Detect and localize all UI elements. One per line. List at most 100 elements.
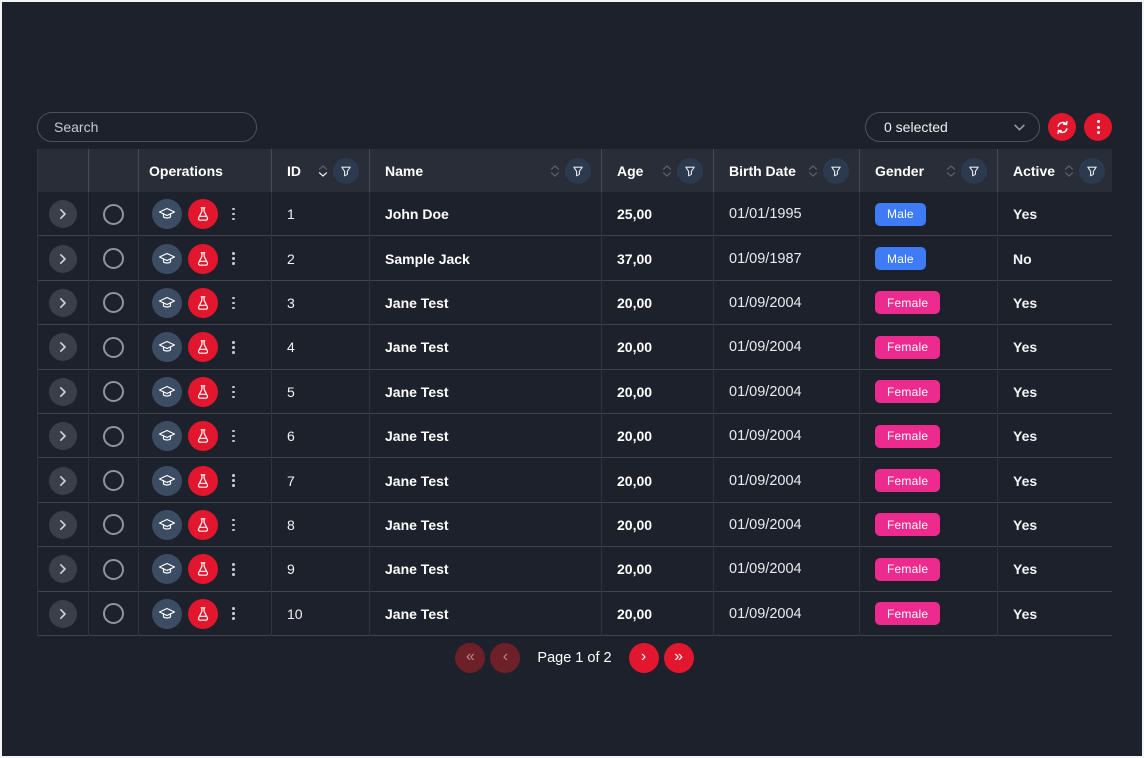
column-header-gender[interactable]: Gender — [860, 149, 998, 192]
filter-icon-button[interactable] — [333, 157, 359, 184]
flask-action-button[interactable] — [188, 376, 218, 407]
row-select-radio[interactable] — [103, 558, 124, 580]
cell-id: 4 — [272, 325, 370, 370]
table-row: 6 Jane Test 20,00 01/09/2004 Female Yes — [38, 413, 1112, 459]
education-action-button[interactable] — [152, 332, 182, 363]
sort-icon[interactable] — [945, 163, 957, 179]
next-page-button[interactable]: › — [628, 642, 659, 673]
expand-row-button[interactable] — [49, 599, 77, 628]
expand-row-button[interactable] — [49, 200, 77, 229]
sort-icon[interactable] — [317, 163, 329, 179]
row-more-options-button[interactable] — [224, 557, 243, 582]
expand-row-button[interactable] — [49, 555, 77, 584]
flask-action-button[interactable] — [188, 332, 218, 363]
row-more-options-button[interactable] — [224, 380, 243, 405]
filter-icon-button[interactable] — [565, 157, 591, 184]
expand-row-button[interactable] — [49, 288, 77, 317]
flask-icon — [197, 384, 209, 399]
column-header-id[interactable]: ID — [272, 149, 370, 192]
expand-row-button[interactable] — [49, 510, 77, 539]
education-action-button[interactable] — [152, 598, 182, 629]
sort-icon[interactable] — [807, 163, 819, 179]
education-action-button[interactable] — [152, 199, 182, 230]
expand-row-button[interactable] — [49, 377, 77, 406]
expand-row-button[interactable] — [49, 422, 77, 451]
filter-icon-button[interactable] — [677, 157, 703, 184]
flask-action-button[interactable] — [188, 243, 218, 274]
row-select-radio[interactable] — [103, 248, 124, 270]
row-select-radio[interactable] — [103, 514, 124, 536]
flask-action-button[interactable] — [188, 598, 218, 629]
previous-page-button[interactable]: ‹ — [490, 642, 521, 673]
cell-birth-date: 01/09/2004 — [714, 280, 860, 326]
education-action-button[interactable] — [152, 509, 182, 540]
cell-operations — [139, 369, 272, 414]
row-more-options-button[interactable] — [224, 513, 243, 538]
cell-expand — [38, 458, 89, 503]
column-header-name[interactable]: Name — [370, 149, 602, 192]
cell-age: 20,00 — [602, 413, 714, 459]
selection-dropdown[interactable]: 0 selected — [865, 112, 1040, 142]
flask-action-button[interactable] — [188, 421, 218, 452]
flask-action-button[interactable] — [188, 287, 218, 318]
education-action-button[interactable] — [152, 421, 182, 452]
row-select-radio[interactable] — [103, 292, 124, 314]
expand-row-button[interactable] — [49, 244, 77, 273]
education-action-button[interactable] — [152, 243, 182, 274]
refresh-button[interactable] — [1048, 113, 1076, 141]
cell-active: Yes — [1013, 383, 1038, 400]
filter-icon-button[interactable] — [1079, 157, 1106, 184]
cell-name: Jane Test — [370, 458, 602, 503]
row-select-radio[interactable] — [103, 470, 124, 492]
row-more-options-button[interactable] — [224, 246, 243, 271]
first-page-icon: « — [465, 647, 475, 665]
row-more-options-button[interactable] — [224, 601, 243, 626]
chevron-right-icon — [60, 297, 66, 308]
flask-action-button[interactable] — [188, 554, 218, 585]
row-more-options-button[interactable] — [224, 335, 243, 360]
flask-action-button[interactable] — [188, 509, 218, 540]
row-select-radio[interactable] — [103, 381, 124, 403]
column-label: Active — [1013, 162, 1056, 179]
cell-birth-date: 01/09/2004 — [714, 502, 860, 548]
column-header-active[interactable]: Active — [998, 149, 1112, 192]
last-page-icon: » — [674, 647, 684, 665]
column-label: Birth Date — [729, 162, 796, 179]
row-more-options-button[interactable] — [224, 468, 243, 493]
cell-operations — [139, 458, 272, 503]
filter-icon-button[interactable] — [961, 157, 987, 184]
column-header-birth-date[interactable]: Birth Date — [714, 149, 860, 192]
flask-action-button[interactable] — [188, 199, 218, 230]
menu-button[interactable] — [1084, 113, 1112, 141]
expand-row-button[interactable] — [49, 333, 77, 362]
last-page-button[interactable]: » — [663, 642, 694, 673]
education-action-button[interactable] — [152, 554, 182, 585]
row-select-radio[interactable] — [103, 336, 124, 358]
row-more-options-button[interactable] — [224, 424, 243, 449]
row-select-radio[interactable] — [103, 603, 124, 625]
sort-icon[interactable] — [1063, 163, 1075, 179]
expand-row-button[interactable] — [49, 466, 77, 495]
main-content: 0 selected — [37, 112, 1112, 673]
flask-action-button[interactable] — [188, 465, 218, 496]
row-select-radio[interactable] — [103, 203, 124, 225]
cell-name: Jane Test — [370, 280, 602, 326]
filter-icon — [685, 166, 695, 176]
education-action-button[interactable] — [152, 287, 182, 318]
cell-birth-date: 01/09/2004 — [714, 547, 860, 592]
search-input[interactable] — [54, 119, 240, 135]
first-page-button[interactable]: « — [455, 642, 486, 673]
education-action-button[interactable] — [152, 465, 182, 496]
refresh-icon — [1055, 120, 1070, 135]
column-header-age[interactable]: Age — [602, 149, 714, 192]
filter-icon-button[interactable] — [823, 157, 849, 184]
education-action-button[interactable] — [152, 376, 182, 407]
row-more-options-button[interactable] — [224, 291, 243, 316]
cell-gender: Female — [860, 547, 998, 592]
sort-icon[interactable] — [549, 163, 561, 179]
row-more-options-button[interactable] — [224, 202, 243, 227]
cell-active: Yes — [1013, 561, 1038, 578]
sort-icon[interactable] — [661, 163, 673, 179]
row-select-radio[interactable] — [103, 425, 124, 447]
cell-operations — [139, 413, 272, 459]
